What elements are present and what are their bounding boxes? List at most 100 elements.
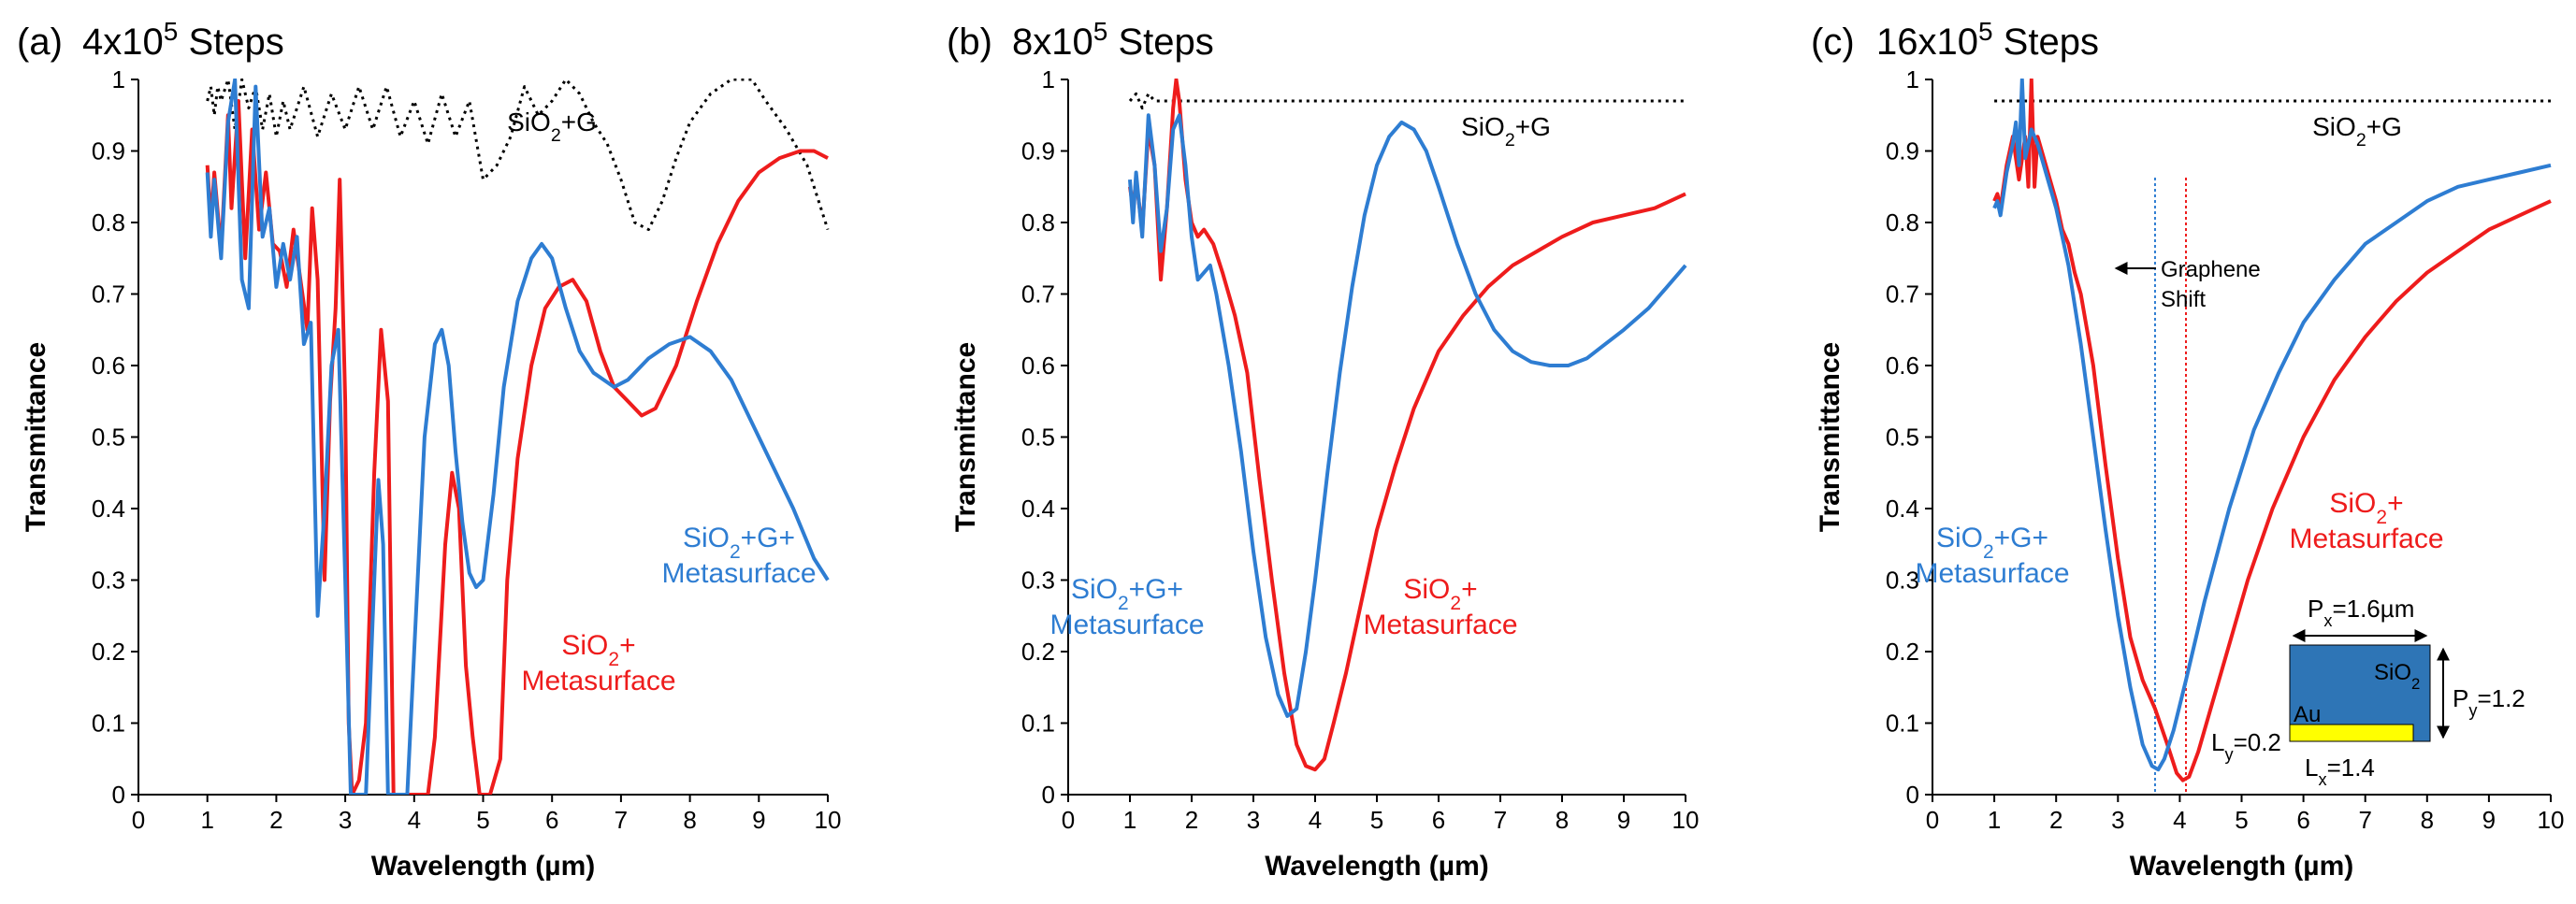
series-sio2-g [206,79,830,232]
annotation-sio2-g: SiO2+G [1461,112,1551,151]
px-val: =1.6µm [2332,595,2414,623]
x-tick-label: 2 [2049,806,2062,834]
text-span: y [2468,701,2478,720]
y-tick-label: 0.1 [92,710,125,738]
x-tick-label: 6 [545,806,558,834]
y-tick-label: 0.1 [1021,710,1055,738]
text-span: +G+ [1994,523,2048,553]
series-sio2-metasurface [1992,79,2552,782]
text-span: 2 [1118,593,1129,614]
chart-title: 8x105 Steps [1012,17,1214,64]
text-span: SiO [507,108,551,136]
chart-panel-3: (c) 16x105 Steps00.10.20.30.40.50.60.70.8… [1811,17,2564,882]
y-tick-label: 0.3 [1886,567,1919,595]
title-exponent: 5 [1978,17,1993,46]
text-span: P [2453,684,2468,712]
y-tick-label: 0.8 [92,208,125,237]
y-tick-label: 0.5 [92,423,125,452]
chart-panel-1: (a) 4x105 Steps00.10.20.30.40.50.60.70.80… [17,17,841,882]
chart-panel-2: (b) 8x105 Steps00.10.20.30.40.50.60.70.80… [947,17,1699,882]
y-tick-label: 0.1 [1886,710,1919,738]
y-tick-label: 0.5 [1021,423,1055,452]
title-base: 4x10 [82,22,164,63]
series-sio2-metasurface [205,99,829,795]
text-span: SiO [1461,112,1505,141]
y-tick-label: 0 [1906,781,1919,809]
y-tick-label: 1 [112,65,125,93]
x-tick-label: 1 [1988,806,2001,834]
x-tick-label: 7 [1494,806,1507,834]
x-axis-label: Wavelength (µm) [371,851,596,882]
x-tick-label: 4 [408,806,421,834]
lx-label: Lx=1.4 [2305,753,2375,789]
annotation-sio2-g-metasurface-line2: Metasurface [1915,558,2069,589]
graphene-shift-label-line1: Graphene [2161,257,2261,282]
y-tick-label: 0.8 [1021,208,1055,237]
x-tick-label: 3 [2111,806,2124,834]
annotation-sio2-metasurface-line2: Metasurface [1363,610,1517,640]
x-tick-label: 6 [1432,806,1445,834]
annotation-sio2-g-metasurface: SiO2+G+ [683,523,795,563]
text-span: SiO [2374,660,2411,685]
x-tick-label: 3 [1247,806,1260,834]
annotation-sio2-metasurface: SiO2+ [2329,488,2403,528]
y-tick-label: 0 [112,781,125,809]
text-span: =1.4 [2327,753,2375,782]
y-axis-label: Transmittance [21,342,51,532]
py-label: Py=1.2 [2453,684,2525,720]
text-span: + [1461,574,1478,605]
series-sio2-g [1128,92,1686,110]
x-tick-label: 10 [1672,806,1700,834]
text-span: 2 [2356,130,2366,151]
x-tick-label: 5 [476,806,489,834]
text-span: SiO [683,523,730,553]
text-span: 2 [2411,675,2420,693]
text-span: +G [561,108,597,136]
x-axis-label: Wavelength (µm) [2130,851,2354,882]
y-tick-label: 0.7 [92,280,125,309]
text-span: 2 [1983,541,1994,563]
x-tick-label: 9 [1617,806,1630,834]
px-var: P [2308,595,2323,623]
text-span: L [2305,753,2318,782]
gold-bar [2289,724,2414,742]
text-span: + [2387,488,2404,519]
text-span: 2 [2376,507,2387,528]
y-tick-label: 0.2 [1886,638,1919,666]
text-span: +G+ [1129,574,1183,605]
text-span: 2 [730,541,741,563]
x-axis-label: Wavelength (µm) [1265,851,1489,882]
x-tick-label: 2 [269,806,282,834]
x-tick-label: 0 [1926,806,1939,834]
y-tick-label: 0.6 [1021,352,1055,380]
ly-label: Ly=0.2 [2211,728,2281,764]
y-tick-label: 0 [1042,781,1055,809]
x-tick-label: 9 [2482,806,2496,834]
y-tick-label: 0.4 [1886,495,1919,523]
title-rest: Steps [1993,22,2099,63]
annotation-sio2-metasurface: SiO2+ [561,630,635,670]
y-axis-label: Transmittance [950,342,981,532]
panel-label: (c) [1811,22,1855,63]
annotation-sio2-g: SiO2+G [2312,112,2402,151]
annotation-sio2-g-metasurface: SiO2+G+ [1936,523,2048,563]
x-tick-label: 4 [2173,806,2186,834]
px-label: Px=1.6µm [2308,595,2414,630]
x-tick-label: 7 [2358,806,2371,834]
text-span: =1.2 [2477,684,2525,712]
y-tick-label: 0.9 [1021,137,1055,165]
y-tick-label: 0.8 [1886,208,1919,237]
y-tick-label: 0.9 [92,137,125,165]
text-span: SiO [2329,488,2376,519]
x-tick-label: 10 [2538,806,2565,834]
x-tick-label: 4 [1309,806,1322,834]
series-sio2-g-metasurface [205,79,830,795]
text-span: x [2318,770,2326,789]
y-tick-label: 0.4 [92,495,125,523]
title-exponent: 5 [164,17,179,46]
text-span: +G [1515,112,1551,141]
series-sio2-metasurface [1128,79,1686,772]
x-tick-label: 9 [752,806,765,834]
